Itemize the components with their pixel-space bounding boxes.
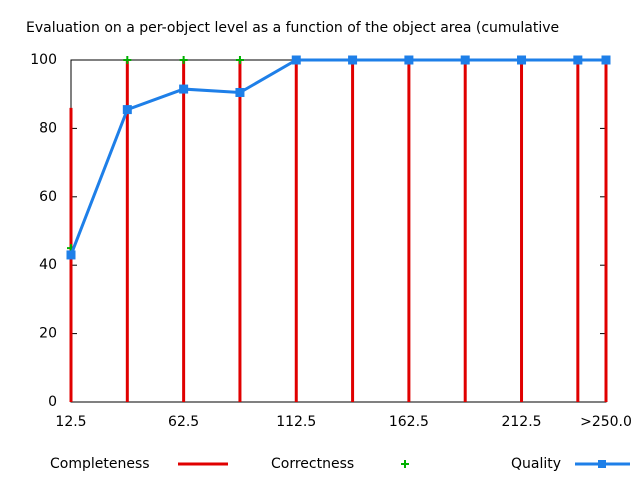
- chart-title: Evaluation on a per-object level as a fu…: [26, 20, 559, 36]
- point: [517, 55, 527, 65]
- point: [601, 55, 611, 65]
- x-tick-label: 12.5: [55, 414, 86, 430]
- legend-swatch: [401, 460, 409, 468]
- y-tick-label: 60: [39, 189, 57, 205]
- point: [179, 56, 188, 64]
- point: [66, 250, 76, 260]
- point: [404, 55, 414, 65]
- plot-border: [70, 59, 607, 403]
- point: [348, 55, 358, 65]
- y-tick-label: 80: [39, 120, 57, 136]
- y-tick-label: 100: [30, 52, 57, 68]
- point: [573, 55, 583, 65]
- point: [235, 87, 245, 97]
- y-tick-label: 40: [39, 257, 57, 273]
- x-tick-label: 112.5: [276, 414, 316, 430]
- legend-label: Correctness: [271, 456, 354, 472]
- x-tick-label: 162.5: [389, 414, 429, 430]
- point: [291, 55, 301, 65]
- y-tick-label: 0: [48, 394, 57, 410]
- point: [179, 84, 189, 94]
- legend-label: Quality: [511, 456, 561, 472]
- point: [122, 105, 132, 115]
- x-tick-label: 62.5: [168, 414, 199, 430]
- legend-swatch: [598, 460, 606, 468]
- legend-label: Completeness: [50, 456, 150, 472]
- y-tick-label: 20: [39, 326, 57, 342]
- series-line: [69, 58, 606, 256]
- point: [123, 56, 132, 64]
- x-tick-label: >250.0: [580, 414, 632, 430]
- x-tick-label: 212.5: [501, 414, 541, 430]
- point: [460, 55, 470, 65]
- point: [235, 56, 244, 64]
